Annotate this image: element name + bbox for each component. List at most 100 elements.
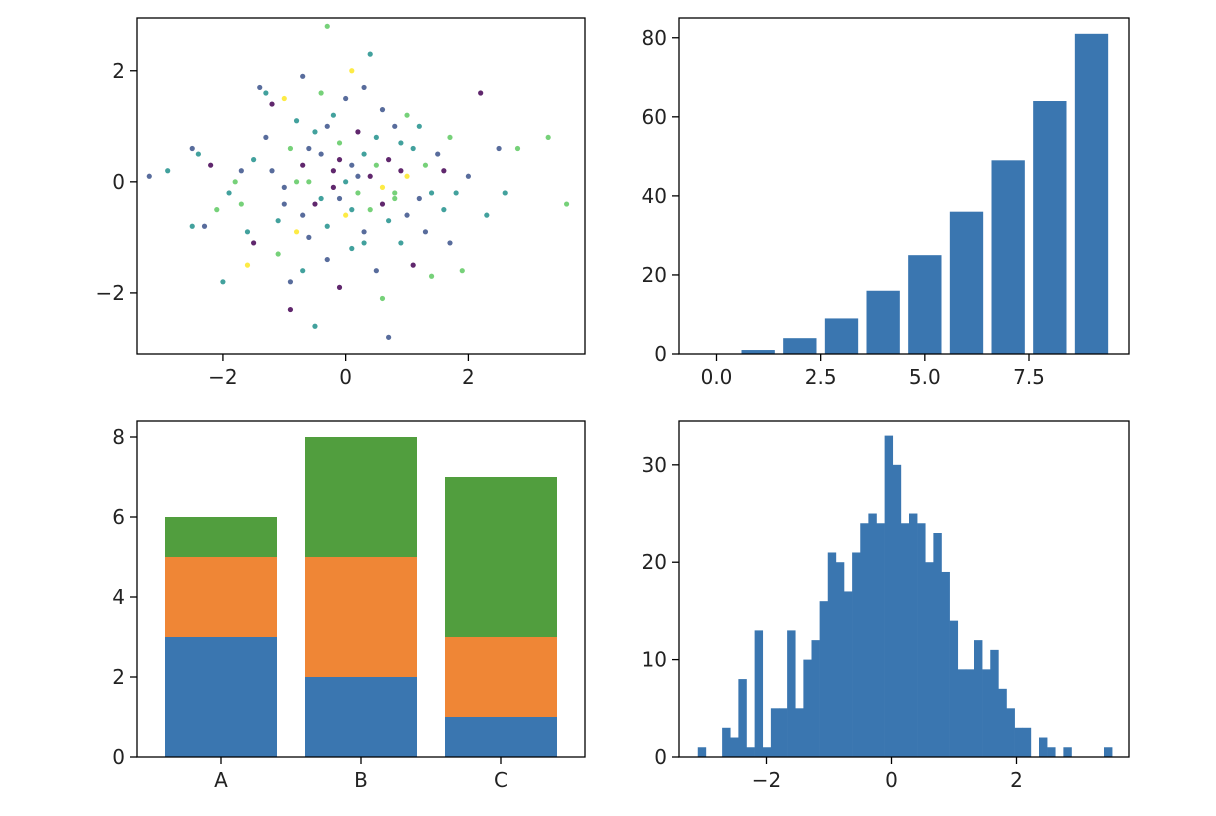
- scatter-point: [300, 212, 306, 218]
- scatter-point: [281, 184, 287, 190]
- scatter-point: [263, 90, 269, 96]
- histogram-bar: [779, 708, 788, 757]
- histogram-bar: [949, 620, 959, 757]
- scatter-point: [441, 207, 447, 213]
- scatter-point: [386, 334, 392, 340]
- histogram-bar: [1063, 747, 1072, 757]
- scatter-point: [410, 145, 416, 152]
- scatter-point: [502, 190, 508, 196]
- scatter-point: [428, 190, 435, 196]
- histogram-bar: [957, 669, 967, 757]
- scatter-point: [343, 212, 349, 218]
- scatter-point: [220, 279, 226, 285]
- scatter-point: [373, 268, 379, 274]
- histogram-bar: [900, 523, 910, 757]
- histogram-bar: [1039, 737, 1048, 757]
- stacked-bar-segment: [305, 437, 417, 557]
- scatter-y-tick-label: 0: [112, 170, 125, 194]
- scatter-point: [306, 234, 312, 240]
- scatter-point: [293, 229, 300, 235]
- scatter-point: [441, 168, 447, 174]
- scatter-point: [214, 207, 220, 213]
- scatter-point: [330, 168, 336, 174]
- histogram-y-tick-label: 20: [642, 550, 667, 574]
- histogram-frame: [678, 420, 1130, 758]
- squares-y-tick-label: 60: [642, 105, 667, 129]
- scatter-point: [447, 134, 453, 141]
- squares-x-tick-label: 7.5: [1013, 365, 1045, 389]
- squares-y-tick-label: 20: [642, 263, 667, 287]
- scatter-point: [496, 145, 502, 152]
- scatter-point: [416, 195, 422, 202]
- scatter-point: [404, 212, 410, 218]
- histogram-bar: [974, 640, 983, 757]
- histogram-bar: [819, 601, 829, 757]
- scatter-point: [404, 173, 410, 179]
- scatter-point: [244, 262, 251, 268]
- histogram-bar: [868, 513, 877, 757]
- scatter-point: [422, 229, 429, 235]
- scatter-point: [324, 23, 330, 29]
- histogram-bar: [697, 747, 707, 757]
- scatter-point: [263, 134, 269, 141]
- stacked-bar-segment: [165, 517, 277, 557]
- scatter-point: [330, 112, 336, 118]
- scatter-point: [201, 223, 208, 229]
- histogram-bar: [1047, 747, 1056, 757]
- histogram-bar: [852, 552, 861, 757]
- scatter-point: [563, 201, 570, 207]
- stacked-bar-segment: [445, 637, 557, 717]
- scatter-point: [367, 173, 373, 179]
- squares-x-tick-label: 0.0: [701, 365, 733, 389]
- scatter-point: [324, 256, 330, 263]
- scatter-point: [349, 68, 355, 74]
- squares-frame: [678, 17, 1130, 355]
- scatter-point: [514, 145, 521, 152]
- stacked-bar-segment: [305, 557, 417, 677]
- scatter-point: [355, 173, 361, 179]
- histogram-y-tick-label: 30: [642, 453, 667, 477]
- scatter-point: [343, 179, 349, 185]
- histogram-bar: [982, 669, 991, 757]
- scatter-point: [379, 201, 386, 207]
- histogram-bar: [827, 552, 837, 757]
- scatter-point: [336, 140, 343, 146]
- scatter-point: [361, 240, 367, 246]
- scatter-point: [226, 190, 232, 196]
- histogram-bar: [738, 679, 747, 757]
- scatter-point: [367, 51, 373, 57]
- scatter-point: [293, 118, 300, 124]
- scatter-point: [330, 184, 336, 190]
- scatter-point: [257, 84, 263, 91]
- scatter-point: [189, 145, 195, 152]
- scatter-point: [232, 179, 238, 185]
- squares-y-tick-label: 0: [654, 342, 667, 366]
- scatter-point: [281, 95, 287, 102]
- histogram-bar: [762, 747, 772, 757]
- scatter-point: [349, 207, 355, 213]
- bar: [866, 290, 900, 354]
- stacked-bar-segment: [445, 717, 557, 757]
- scatter-point: [293, 179, 300, 185]
- scatter-point: [269, 101, 275, 107]
- scatter-point: [318, 151, 324, 157]
- scatter-point: [312, 323, 318, 329]
- scatter-point: [324, 223, 330, 229]
- scatter-point: [208, 162, 214, 168]
- scatter-point: [361, 151, 367, 157]
- scatter-point: [398, 140, 404, 146]
- bar: [991, 160, 1025, 354]
- scatter-point: [361, 84, 367, 91]
- scatter-point: [398, 168, 404, 174]
- stacked-bar-segment: [305, 677, 417, 757]
- scatter-point: [361, 229, 367, 235]
- scatter-point: [422, 162, 429, 168]
- histogram-x-tick-label: −2: [752, 768, 781, 792]
- histogram-bar: [892, 464, 902, 757]
- histogram-bar: [844, 591, 853, 757]
- scatter-point: [318, 195, 324, 202]
- histogram-bar: [917, 523, 926, 757]
- scatter-point: [306, 179, 312, 185]
- histogram-bar: [933, 533, 942, 757]
- scatter-point: [281, 201, 287, 207]
